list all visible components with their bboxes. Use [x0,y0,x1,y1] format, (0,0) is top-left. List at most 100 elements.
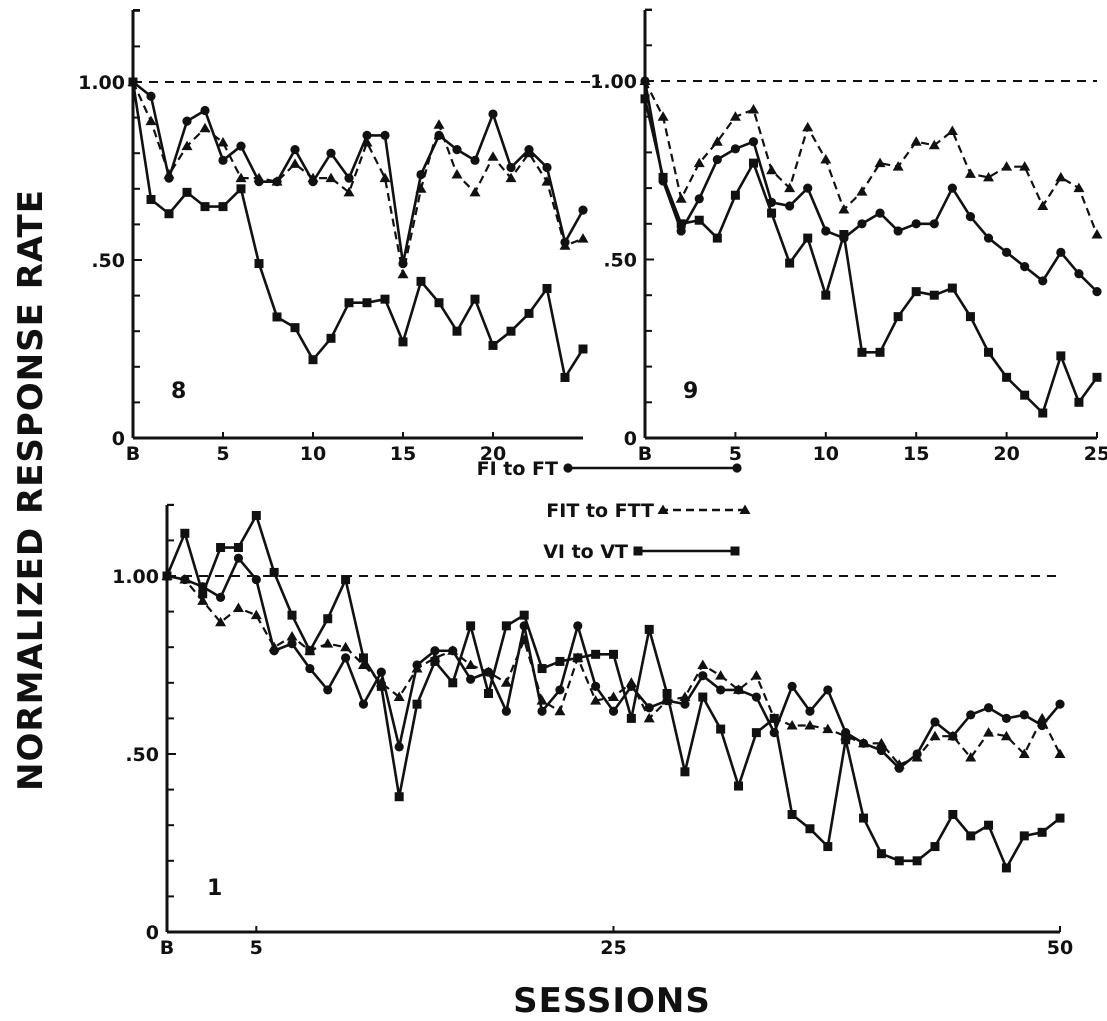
data-point-fit-to-ftt [784,182,796,193]
legend-swatch-marker [732,463,742,473]
data-point-fit-to-ftt [910,136,922,146]
data-point-vi-to-vt [662,688,672,698]
data-point-fi-to-ft [542,162,552,173]
data-point-fi-to-ft [452,145,462,155]
x-tick-label: 10 [813,443,839,465]
data-point-fit-to-ftt [322,638,334,648]
data-point-vi-to-vt [734,781,744,791]
data-point-vi-to-vt [609,649,618,659]
data-point-fi-to-ft [716,685,726,695]
data-point-fit-to-ftt [608,691,619,702]
data-point-fit-to-ftt [518,634,530,645]
y-tick-label: 0 [146,922,159,944]
data-point-vi-to-vt [470,294,480,304]
data-point-vi-to-vt [823,842,833,852]
data-point-vi-to-vt [146,194,156,204]
data-point-fi-to-ft [875,208,885,218]
data-point-vi-to-vt [785,258,795,268]
data-point-vi-to-vt [893,312,903,322]
data-point-fi-to-ft [803,183,813,193]
data-point-vi-to-vt [698,692,708,702]
data-point-vi-to-vt [216,543,226,553]
x-tick-label: 20 [993,443,1019,465]
data-point-fi-to-ft [1038,276,1048,286]
data-point-fit-to-ftt [965,752,977,762]
data-point-vi-to-vt [358,653,368,663]
data-point-fit-to-ftt [711,136,723,146]
data-point-fi-to-ft [893,226,903,236]
data-point-vi-to-vt [984,820,994,830]
data-point-vi-to-vt [416,276,426,286]
data-point-fi-to-ft [876,745,887,756]
data-point-fit-to-ftt [235,172,247,183]
data-point-vi-to-vt [1056,351,1066,361]
data-point-fit-to-ftt [892,161,904,171]
data-point-vi-to-vt [751,728,761,738]
data-point-fit-to-ftt [325,172,337,183]
legend-swatch-marker [633,546,643,556]
data-point-fit-to-ftt [947,730,959,741]
data-point-vi-to-vt [716,724,726,734]
data-point-vi-to-vt [984,347,994,357]
data-point-vi-to-vt [560,372,570,382]
data-point-vi-to-vt [398,337,408,347]
x-tick-label: 5 [729,443,742,465]
data-point-vi-to-vt [578,344,588,354]
data-point-fit-to-ftt [625,677,637,687]
data-point-vi-to-vt [412,699,422,709]
data-point-fit-to-ftt [559,240,571,250]
data-point-fi-to-ft [233,553,244,563]
data-point-fit-to-ftt [361,137,373,147]
data-point-vi-to-vt [1037,827,1047,837]
data-point-fit-to-ftt [929,730,941,741]
data-point-vi-to-vt [805,824,815,834]
data-point-fi-to-ft [983,703,994,713]
data-point-vi-to-vt [947,283,957,293]
data-point-fit-to-ftt [822,723,834,734]
data-point-vi-to-vt [483,688,493,698]
data-point-vi-to-vt [787,810,797,820]
data-point-vi-to-vt [251,510,261,520]
data-point-fit-to-ftt [715,670,727,680]
data-point-fit-to-ftt [838,204,850,214]
data-point-vi-to-vt [162,571,172,581]
data-point-fit-to-ftt [523,147,535,158]
data-point-fit-to-ftt [505,172,517,183]
data-point-vi-to-vt [948,810,958,820]
data-point-fi-to-ft [1002,247,1012,257]
data-point-fi-to-ft [1020,262,1030,272]
data-point-fi-to-ft [555,685,565,695]
data-point-vi-to-vt [326,333,336,343]
data-point-fi-to-ft [730,144,741,154]
data-point-fi-to-ft [323,685,333,695]
data-point-fit-to-ftt [697,659,709,669]
data-point-vi-to-vt [488,340,498,350]
data-point-fit-to-ftt [733,684,745,694]
x-tick-label: 20 [480,443,506,465]
data-point-fit-to-ftt [786,720,798,730]
data-point-fi-to-ft [182,116,192,126]
data-point-fi-to-ft [823,685,833,695]
data-point-fit-to-ftt [482,666,494,677]
data-point-vi-to-vt [640,94,650,104]
data-point-fi-to-ft [287,639,297,649]
data-point-fit-to-ftt [197,595,209,605]
data-point-fit-to-ftt [181,140,193,151]
data-point-vi-to-vt [519,610,529,620]
data-point-vi-to-vt [448,678,458,688]
data-point-fit-to-ftt [307,172,319,183]
data-point-fi-to-ft [983,233,994,243]
data-point-vi-to-vt [1002,372,1012,382]
data-point-fit-to-ftt [875,737,887,748]
data-point-fi-to-ft [821,226,831,236]
y-tick-label: .50 [91,250,125,272]
data-point-vi-to-vt [254,259,264,269]
data-point-fi-to-ft [1074,269,1084,279]
y-tick-label: 1.00 [112,566,159,588]
x-tick-label: 5 [250,937,263,959]
x-tick-label: 50 [1047,937,1073,959]
data-point-fi-to-ft [578,205,588,215]
data-point-vi-to-vt [748,158,758,168]
data-point-fit-to-ftt [145,115,157,126]
x-tick-label: 5 [216,443,229,465]
